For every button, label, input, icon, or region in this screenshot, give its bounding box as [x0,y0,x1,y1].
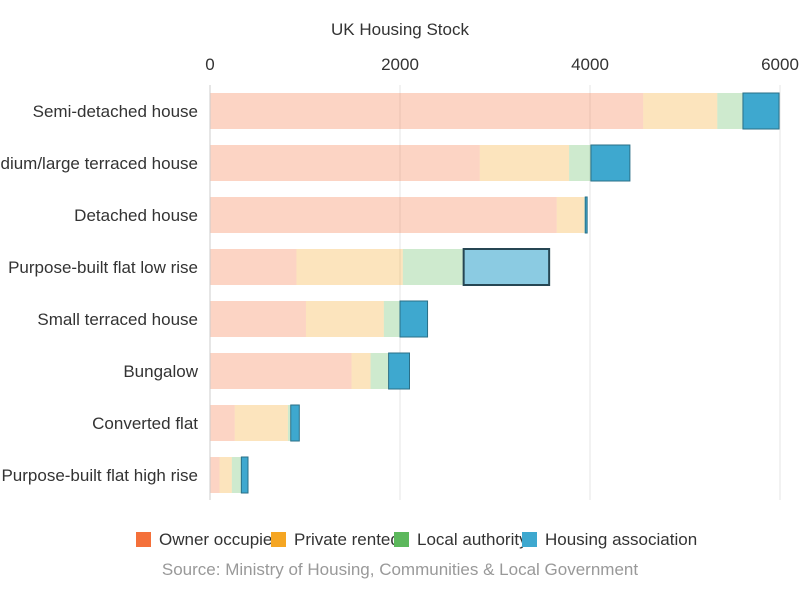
bar-segment[interactable] [388,352,411,390]
bar-segment[interactable] [210,145,480,181]
bar-segment[interactable] [296,249,403,285]
y-category-label: Detached house [74,206,198,225]
bar-segment[interactable] [556,197,585,233]
bar-segment[interactable] [305,301,384,337]
x-tick-label: 4000 [571,55,609,74]
bar-segment[interactable] [569,145,591,181]
bar-segment[interactable] [402,249,464,285]
bar-segment[interactable] [590,144,631,182]
y-axis-categories: Semi-detached house Medium/large terraced… [0,102,199,485]
bar-segment[interactable] [231,457,242,493]
y-category-label: Purpose-built flat high rise [1,466,198,485]
legend-label: Housing association [545,530,698,549]
legend-swatch [394,532,409,547]
legend: Owner occupied Private rented Local author… [0,529,800,551]
y-category-label: Bungalow [123,362,198,381]
bar-segment[interactable] [351,353,371,389]
bar-segment[interactable] [210,353,352,389]
bar-segment[interactable] [462,248,551,286]
bar-segment[interactable] [210,249,297,285]
y-category-label: Purpose-built flat low rise [8,258,198,277]
bar-segment[interactable] [210,457,220,493]
legend-label: Local authority [417,530,528,549]
bar-segment[interactable] [210,301,306,337]
bar-segment[interactable] [717,93,743,129]
bar-segment[interactable] [287,405,291,441]
bar-segment[interactable] [240,456,249,494]
y-category-label: Small terraced house [37,310,198,329]
bar-segment[interactable] [742,92,780,130]
x-tick-label: 0 [205,55,214,74]
bar-segment[interactable] [383,301,400,337]
y-category-label: Converted flat [92,414,198,433]
legend-swatch [522,532,537,547]
bar-segment[interactable] [234,405,288,441]
bar-segment[interactable] [370,353,389,389]
bar-segment[interactable] [210,405,235,441]
x-tick-label: 2000 [381,55,419,74]
bar-segment[interactable] [290,404,300,442]
bar-segment[interactable] [643,93,718,129]
bar-segment[interactable] [584,196,588,234]
chart-source: Source: Ministry of Housing, Communities… [161,560,639,579]
bar-segment[interactable] [479,145,570,181]
bars [210,92,780,494]
bar-segment[interactable] [219,457,232,493]
legend-swatch [271,532,286,547]
y-category-label: Semi-detached house [33,102,198,121]
legend-swatch [136,532,151,547]
bar-segment[interactable] [210,197,557,233]
y-category-label: Medium/large terraced house [0,154,198,173]
bar-segment[interactable] [210,93,644,129]
bar-segment[interactable] [399,300,429,338]
x-axis-ticks: 0 2000 4000 6000 [205,55,799,74]
legend-label: Owner occupied [159,530,282,549]
legend-label: Private rented [294,530,400,549]
gridlines [399,85,781,500]
chart-title: UK Housing Stock [331,20,469,39]
x-tick-label: 6000 [761,55,799,74]
